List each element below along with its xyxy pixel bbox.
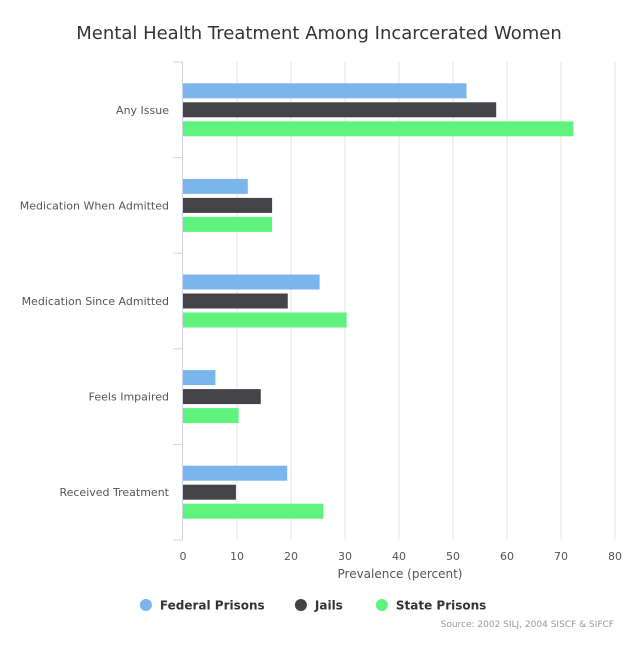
category-label-feels-impaired: Feels Impaired bbox=[89, 391, 169, 404]
legend-marker-federal-prisons[interactable] bbox=[139, 599, 152, 611]
bar-state-prisons-any-issue[interactable] bbox=[183, 121, 574, 137]
legend-label-jails[interactable]: Jails bbox=[314, 599, 343, 613]
x-tick-label-70: 70 bbox=[554, 550, 568, 563]
bar-federal-prisons-medication-when-admitted[interactable] bbox=[183, 178, 248, 194]
legend-marker-state-prisons[interactable] bbox=[375, 599, 388, 611]
bar-jails-feels-impaired[interactable] bbox=[183, 389, 261, 405]
x-tick-label-30: 30 bbox=[338, 550, 352, 563]
category-label-medication-since-admitted: Medication Since Admitted bbox=[22, 295, 169, 308]
bar-federal-prisons-medication-since-admitted[interactable] bbox=[183, 274, 320, 290]
bar-jails-medication-when-admitted[interactable] bbox=[183, 197, 273, 213]
axes: 0 10 20 30 40 50 60 70 80 bbox=[173, 61, 622, 563]
bar-federal-prisons-received-treatment[interactable] bbox=[183, 465, 288, 481]
bar-federal-prisons-feels-impaired[interactable] bbox=[183, 370, 216, 386]
bars bbox=[183, 83, 574, 519]
bar-jails-any-issue[interactable] bbox=[183, 102, 497, 118]
chart-title: Mental Health Treatment Among Incarcerat… bbox=[76, 23, 561, 44]
legend-marker-jails[interactable] bbox=[294, 599, 307, 611]
x-tick-label-40: 40 bbox=[392, 550, 406, 563]
x-axis-title: Prevalence (percent) bbox=[338, 567, 463, 581]
x-tick-label-60: 60 bbox=[500, 550, 514, 563]
x-tick-label-50: 50 bbox=[446, 550, 460, 563]
bar-state-prisons-received-treatment[interactable] bbox=[183, 503, 324, 519]
bar-state-prisons-medication-when-admitted[interactable] bbox=[183, 216, 273, 232]
x-tick-label-80: 80 bbox=[608, 550, 622, 563]
category-label-medication-when-admitted: Medication When Admitted bbox=[20, 199, 169, 212]
category-label-any-issue: Any Issue bbox=[116, 104, 169, 117]
category-labels: Any Issue Medication When Admitted Medicat… bbox=[20, 104, 170, 499]
gridlines bbox=[236, 62, 616, 540]
source-credit: Source: 2002 SILJ, 2004 SISCF & SIFCF bbox=[441, 620, 614, 630]
bar-state-prisons-medication-since-admitted[interactable] bbox=[183, 312, 347, 328]
legend: Federal Prisons Jails State Prisons bbox=[139, 599, 486, 613]
x-tick-label-0: 0 bbox=[180, 550, 187, 563]
x-tick-label-20: 20 bbox=[284, 550, 298, 563]
x-tick-label-10: 10 bbox=[230, 550, 244, 563]
bar-jails-medication-since-admitted[interactable] bbox=[183, 293, 288, 309]
legend-label-state-prisons[interactable]: State Prisons bbox=[396, 599, 486, 613]
bar-jails-received-treatment[interactable] bbox=[183, 484, 236, 500]
bar-state-prisons-feels-impaired[interactable] bbox=[183, 408, 239, 424]
category-label-received-treatment: Received Treatment bbox=[59, 486, 169, 499]
legend-label-federal-prisons[interactable]: Federal Prisons bbox=[160, 599, 265, 613]
bar-federal-prisons-any-issue[interactable] bbox=[183, 83, 467, 99]
